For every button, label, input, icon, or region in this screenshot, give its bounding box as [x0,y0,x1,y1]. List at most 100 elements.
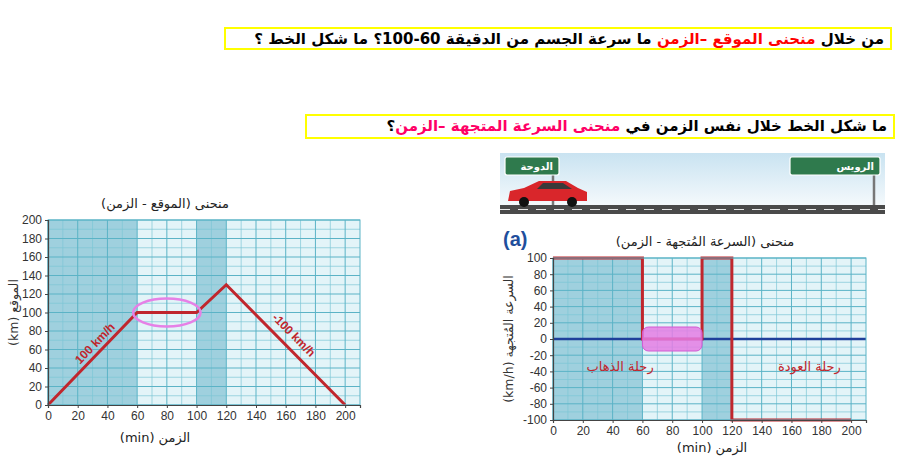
axis: 020406080100120140160180200 [45,405,360,423]
tick-mark [550,388,553,389]
tick: -100 [523,413,553,427]
panel-label: (a) [503,228,527,250]
tick-label: 20 [577,424,591,438]
tick: 60 [29,343,48,357]
tick: 180 [306,405,326,423]
tick-label: 140 [246,409,266,423]
plot-area [553,258,866,420]
annotation: رحلة الذهاب [586,359,653,375]
tick-label: 80 [161,409,175,423]
tick: 20 [72,405,86,423]
tick-label: 0 [35,398,42,412]
tick-label: 60 [131,409,145,423]
tick-label: 0 [550,424,557,438]
tick: 160 [276,405,296,423]
tick: 60 [636,420,650,438]
car-wheel [519,197,529,207]
grid-line [48,368,360,369]
tick: 140 [752,420,772,438]
tick-mark [550,290,553,291]
y-axis-title: السرعة المُتجهة (km/h) [501,275,517,403]
tick: 60 [131,405,145,423]
tick-mark [45,331,48,332]
tick-label: 20 [72,409,86,423]
tick: -80 [530,397,553,411]
tick-label: 100 [693,424,713,438]
tick-mark [550,274,553,275]
tick-label: 160 [276,409,296,423]
question-box: من خلال منحنى الموقع –الزمن ما سرعة الجس… [224,27,892,50]
tick-mark [45,220,48,221]
grid-line [48,331,360,332]
grid-line [553,322,866,323]
highlight [133,299,200,327]
highlight [642,327,702,351]
minor-grid-line [48,284,360,285]
tick-label: -60 [530,381,548,395]
tick: 0 [35,398,48,412]
y-axis-title: الموقع (km) [6,279,22,346]
tick: 20 [577,420,591,438]
minor-grid-line [48,321,360,322]
tick-mark [45,350,48,351]
data-line [553,258,851,420]
tick: 120 [217,405,237,423]
tick-label: -80 [530,397,548,411]
tick: 200 [22,213,48,227]
tick-label: 40 [534,300,548,314]
minor-grid-line [553,347,866,348]
tick: 20 [29,380,48,394]
tick: 180 [22,232,48,246]
tick: 0 [45,405,52,423]
axis-line [45,221,49,406]
tick: 100 [693,420,713,438]
grid-line [48,294,360,295]
sky [500,153,885,205]
tick-mark [45,257,48,258]
tick-label: 40 [101,409,115,423]
plot-area [48,220,360,405]
minor-grid-line [553,266,866,267]
car-body [508,181,587,201]
tick-label: 120 [722,424,742,438]
tick-mark [45,405,48,406]
grid [48,220,360,405]
grid-line [553,403,866,404]
tick-label: 160 [22,250,42,264]
tick: 80 [161,405,175,423]
scene: الدوحةالرويس [500,153,885,214]
tick-mark [45,368,48,369]
tick: -20 [530,349,553,363]
zero-line [553,338,866,341]
grid-line [553,290,866,291]
question-text: ما سرعة الجسم من الدقيقة 60-100؟ ما شكل … [254,30,657,48]
tick-label: 60 [534,284,548,298]
tick: 120 [22,287,48,301]
tick-label: -20 [530,349,548,363]
chart-title: منحنى (الموقع - الزمن) [101,196,229,212]
road-marking [500,209,885,210]
sign-post [873,175,876,205]
plot-frame [553,258,866,420]
canvas: الدوحةالرويس0204060801001201401601802000… [0,0,900,461]
tick: 20 [534,316,553,330]
tick-label: 60 [29,343,43,357]
axis-line [550,259,554,421]
tick: 40 [606,420,620,438]
minor-grid-line [48,377,360,378]
minor-grid-line [553,282,866,283]
tick: 40 [29,361,48,375]
tick-label: 80 [29,324,43,338]
minor-grid-line [553,395,866,396]
tick-label: 180 [812,424,832,438]
tick-mark [45,313,48,314]
plot-background [48,220,360,405]
tick-mark [550,404,553,405]
tick-mark [45,239,48,240]
tick-label: 60 [636,424,650,438]
tick-mark [550,339,553,340]
tick-label: 160 [782,424,802,438]
tick: 0 [550,420,557,438]
minor-grid-line [48,247,360,248]
plot-frame [48,220,360,405]
